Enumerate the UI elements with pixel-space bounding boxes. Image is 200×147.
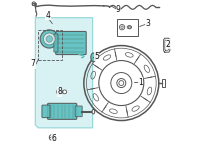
Circle shape [58,91,61,93]
Circle shape [43,33,55,45]
Text: 4: 4 [45,11,50,20]
Polygon shape [35,18,93,128]
Circle shape [57,89,62,95]
Bar [117,19,138,36]
Circle shape [46,36,53,42]
Text: 1: 1 [138,78,143,87]
Text: 3: 3 [145,19,150,28]
Bar [162,79,165,87]
Text: 8: 8 [57,87,62,96]
FancyBboxPatch shape [48,103,77,119]
Text: 9: 9 [116,5,121,14]
FancyBboxPatch shape [42,105,50,118]
Bar [38,30,62,60]
Text: 2: 2 [166,40,171,49]
Text: 7: 7 [31,59,36,69]
FancyBboxPatch shape [75,106,82,117]
FancyBboxPatch shape [54,34,58,52]
Text: 6: 6 [51,134,56,143]
Bar [32,3,36,5]
FancyBboxPatch shape [56,31,86,55]
Ellipse shape [91,53,96,62]
Text: 5: 5 [94,52,99,61]
Circle shape [40,30,58,48]
Circle shape [119,81,124,86]
Circle shape [63,90,67,94]
Ellipse shape [92,110,95,114]
